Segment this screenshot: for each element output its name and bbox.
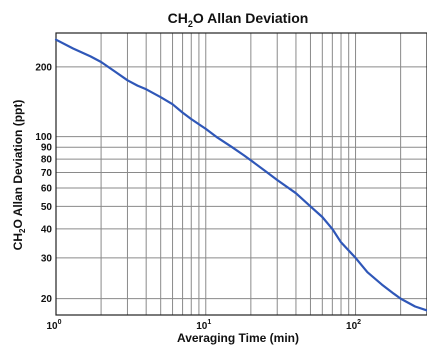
plot-frame: [55, 32, 427, 316]
y-tick-label: 80: [41, 155, 53, 166]
x-axis-label: Averaging Time (min): [177, 331, 299, 345]
y-tick-label: 50: [41, 202, 53, 213]
y-tick-label: 20: [41, 294, 53, 305]
x-tick-label: 102: [346, 319, 361, 332]
ylabel-subscript: 2: [18, 228, 27, 233]
y-tick-label: 100: [35, 132, 52, 143]
title-rest: O Allan Deviation: [193, 10, 308, 26]
series-line: [54, 38, 427, 312]
y-tick-label: 60: [41, 184, 53, 195]
ylabel-main: CH: [11, 233, 25, 250]
y-tick-label: 70: [41, 168, 53, 179]
chart-title: CH2O Allan Deviation: [168, 10, 309, 29]
y-tick-label: 90: [41, 143, 53, 154]
series-layer: [54, 38, 427, 312]
x-tick-label: 100: [46, 319, 61, 332]
y-tick-label: 40: [41, 224, 53, 235]
y-tick-label: 30: [41, 253, 53, 264]
title-main: CH: [168, 10, 188, 26]
grid: [55, 33, 427, 315]
x-tick-label: 101: [196, 319, 211, 332]
y-tick-label: 200: [35, 62, 52, 73]
title-subscript: 2: [188, 19, 193, 29]
y-axis-label: CH2O Allan Deviation (ppt): [11, 100, 27, 251]
ylabel-rest: O Allan Deviation (ppt): [11, 100, 25, 229]
